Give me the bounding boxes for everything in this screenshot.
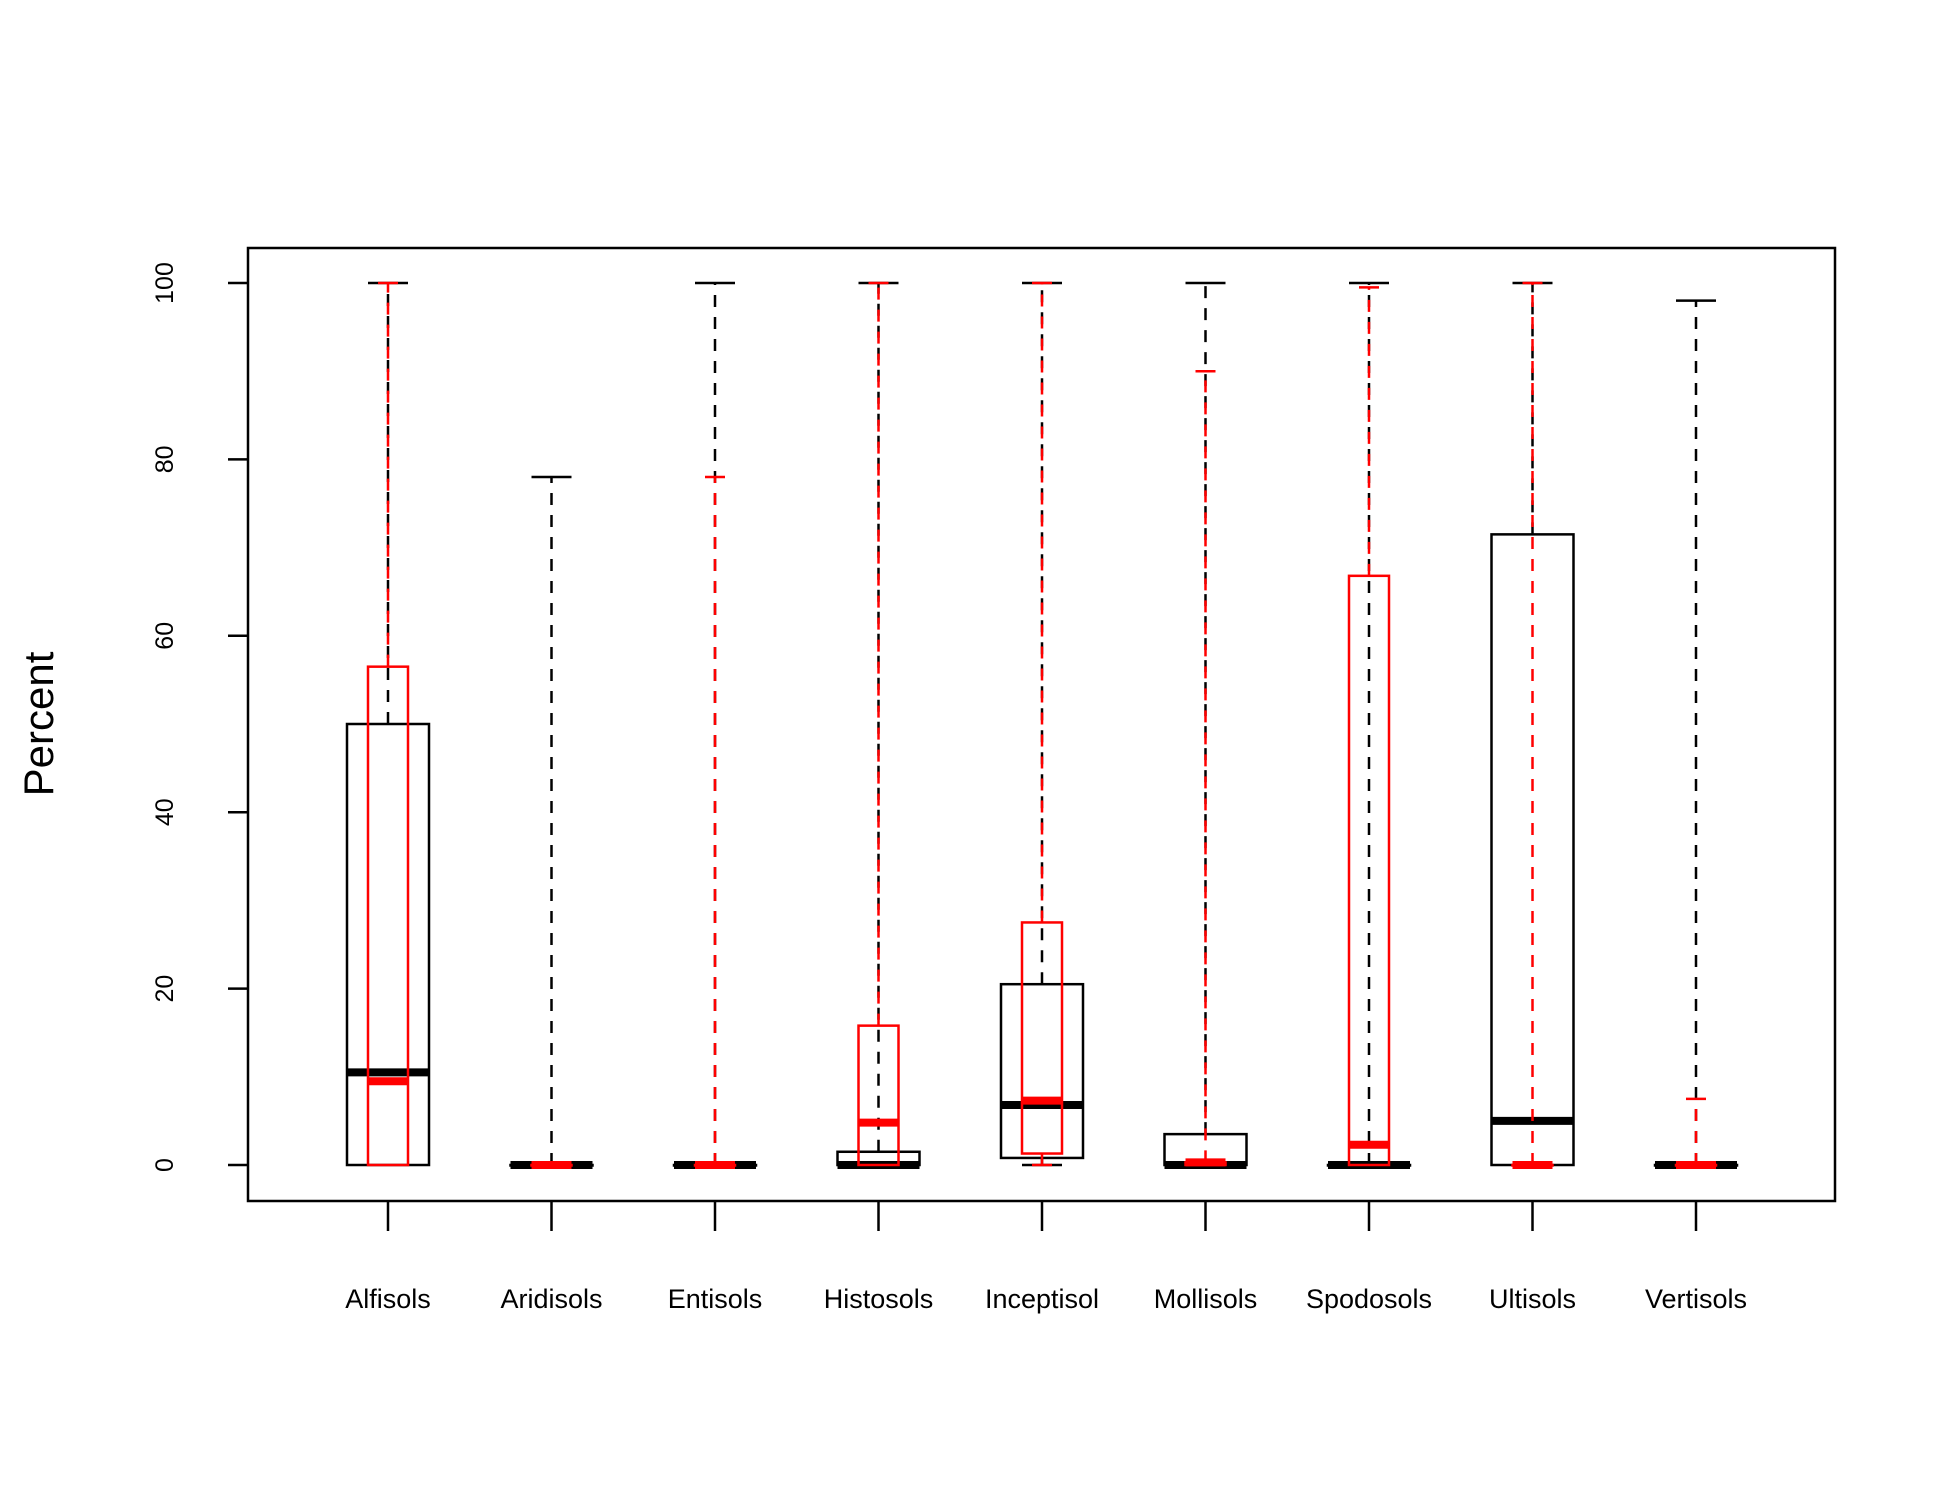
y-tick-label: 20 — [151, 975, 179, 1003]
x-tick-label: Vertisols — [1645, 1284, 1747, 1314]
box-body — [366, 665, 410, 1167]
box-body — [1347, 574, 1391, 1167]
y-axis: 0 20 40 60 80 100 — [151, 262, 248, 1172]
box-body — [999, 982, 1085, 1160]
box-red-inceptisol — [1020, 281, 1064, 1167]
y-tick-label: 0 — [151, 1158, 179, 1172]
box-red-aridisols — [530, 1161, 573, 1169]
x-tick-label: Ultisols — [1489, 1284, 1576, 1314]
y-tick-label: 100 — [151, 262, 179, 304]
y-axis-label: Percent — [15, 651, 62, 796]
box-red-entisols — [693, 475, 737, 1169]
x-tick-label: Aridisols — [500, 1284, 602, 1314]
box-red-ultisols — [1511, 281, 1554, 1169]
y-tick-label: 40 — [151, 798, 179, 826]
x-tick-label: Inceptisol — [985, 1284, 1099, 1314]
box-black-aridisols — [509, 475, 594, 1169]
box-red-mollisols — [1184, 369, 1227, 1167]
box-black-vertisols — [1653, 299, 1739, 1169]
x-tick-label: Mollisols — [1154, 1284, 1258, 1314]
box-body — [1020, 921, 1064, 1155]
box-black-histosols — [836, 281, 921, 1169]
box-red-vertisols — [1674, 1097, 1718, 1169]
x-tick-label: Spodosols — [1306, 1284, 1432, 1314]
x-tick-label: Entisols — [668, 1284, 763, 1314]
x-tick-label: Alfisols — [345, 1284, 431, 1314]
box-red-histosols — [857, 281, 900, 1167]
box-marks — [345, 281, 1739, 1169]
y-tick-label: 60 — [151, 622, 179, 650]
box-red-alfisols — [366, 281, 410, 1167]
box-black-mollisols — [1163, 281, 1248, 1169]
box-body — [345, 722, 431, 1167]
x-axis: Alfisols Aridisols Entisols Histosols Incept… — [345, 1201, 1747, 1314]
x-tick-label: Histosols — [824, 1284, 934, 1314]
box-body — [857, 1024, 900, 1167]
box-red-spodosols — [1347, 286, 1391, 1167]
y-tick-label: 80 — [151, 445, 179, 473]
